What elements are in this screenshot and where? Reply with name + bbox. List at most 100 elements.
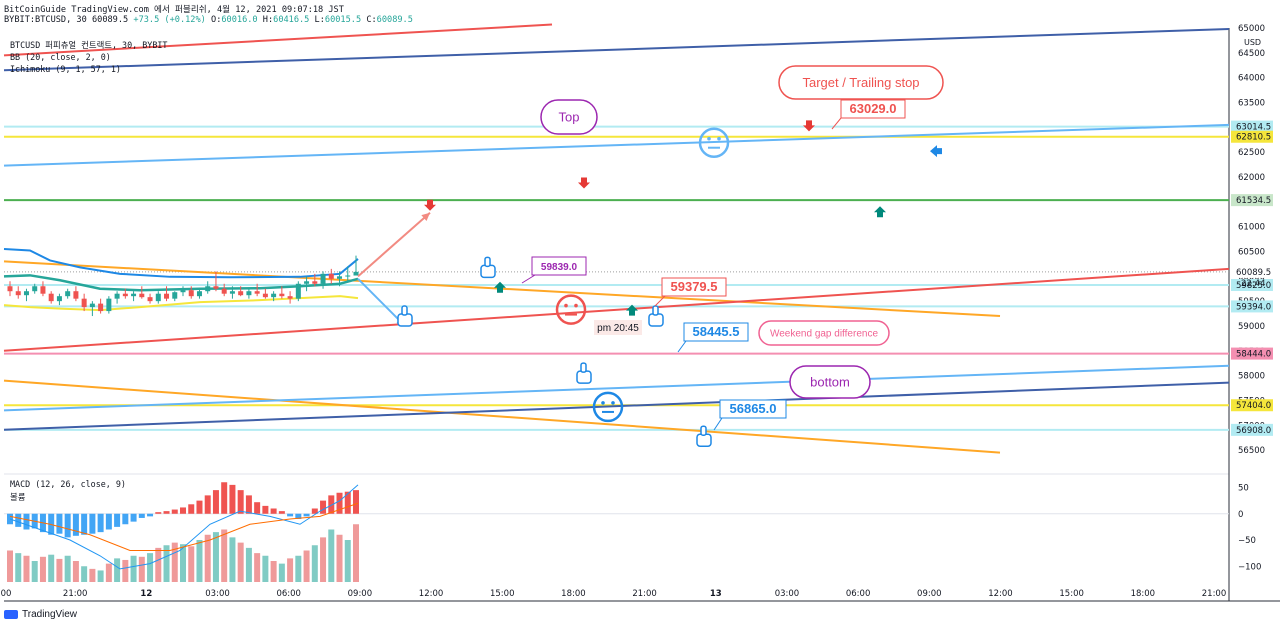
- macd-histogram-bar: [105, 513, 112, 530]
- candle-body: [196, 291, 202, 297]
- hand-pointer-icon-finger: [652, 305, 659, 316]
- trend-line-5: [3, 379, 1001, 454]
- candle-body: [114, 293, 120, 299]
- label-connector: [521, 274, 536, 284]
- ohlc-high: 60416.5: [273, 15, 310, 25]
- time-tick-label: 21:00: [632, 589, 657, 599]
- axis-price-box: [1231, 130, 1273, 143]
- bb-basis: [3, 274, 359, 292]
- candle-body: [73, 291, 79, 299]
- ohlc-price: 60089.5: [91, 15, 129, 25]
- macd-histogram-bar: [89, 513, 96, 534]
- volume-bar: [328, 529, 335, 582]
- candle-body: [353, 271, 359, 276]
- confused-face-icon-eye: [611, 401, 615, 405]
- candle-body: [337, 276, 343, 279]
- volume-bar: [31, 561, 38, 582]
- price-label-56865: [719, 399, 787, 419]
- currency-label: USD: [1244, 38, 1261, 47]
- time-tick-label: 00: [1, 589, 12, 599]
- candle-body: [81, 298, 87, 308]
- macd-histogram-bar: [171, 509, 178, 514]
- time-tick-label: 15:00: [490, 589, 515, 599]
- candle-body: [279, 293, 285, 297]
- macd-tick-label: −100: [1238, 562, 1261, 572]
- callout-weekend-gap: [758, 320, 890, 346]
- candle-body: [155, 293, 161, 302]
- candle-body: [221, 288, 227, 294]
- trend-line-2: [3, 123, 1230, 167]
- sell-arrow-icon: [424, 199, 436, 211]
- volume-bar: [48, 554, 55, 582]
- brand-label: TradingView: [22, 609, 78, 620]
- price-tick-label: 62500: [1238, 148, 1265, 158]
- time-tick-label: 06:00: [846, 589, 871, 599]
- candle-body: [246, 291, 252, 296]
- callout-weekend-gap-text: Weekend gap difference: [770, 329, 878, 340]
- volume-bar: [39, 556, 46, 582]
- candle-body: [98, 303, 104, 312]
- callout-bottom: [789, 365, 871, 399]
- volume-bar: [147, 553, 154, 582]
- countdown-label: 22:44: [1241, 279, 1266, 289]
- candle-body: [229, 291, 235, 294]
- candle-body: [271, 293, 277, 298]
- price-label-59379: [661, 277, 727, 297]
- candle-body: [23, 291, 29, 296]
- smile-face-icon: [698, 127, 730, 158]
- bb-lower: [3, 295, 359, 312]
- smile-face-icon-eye: [717, 136, 721, 141]
- price-tick-label: 59000: [1238, 322, 1265, 332]
- volume-bar: [270, 561, 277, 582]
- ohlc-close: 60089.5: [376, 15, 413, 25]
- macd-histogram-bar: [336, 492, 343, 514]
- price-tick-label: 64000: [1238, 74, 1265, 84]
- axis-price-label: 56908.0: [1236, 426, 1271, 436]
- legend-macd-volume[interactable]: 볼륨: [10, 492, 26, 502]
- legend-macd[interactable]: MACD (12, 26, close, 9): [10, 479, 126, 489]
- volume-bar: [212, 532, 219, 582]
- candle-body: [56, 296, 62, 302]
- confused-face-icon-eye: [601, 401, 605, 405]
- legend-ichimoku[interactable]: Ichimoku (9, 1, 57, 1): [10, 64, 121, 74]
- price-tick-label: 63500: [1238, 98, 1265, 108]
- time-tick-label: 06:00: [276, 589, 301, 599]
- macd-tick-label: 50: [1238, 484, 1249, 494]
- candle-body: [304, 281, 310, 284]
- trend-line-1: [3, 27, 1230, 72]
- volume-bar: [23, 555, 30, 582]
- price-tick-label: 65000: [1238, 24, 1265, 34]
- volume-bar: [204, 534, 211, 582]
- candle-body: [40, 286, 46, 294]
- volume-bar: [287, 558, 294, 582]
- price-label-58445: [683, 322, 749, 342]
- legend-bb[interactable]: BB (20, close, 2, 0): [10, 52, 111, 62]
- axis-price-label: 63014.5: [1236, 123, 1271, 133]
- label-connector: [677, 340, 687, 353]
- trend-line-7: [3, 381, 1230, 431]
- legend-symbol[interactable]: BTCUSD 퍼피츄얼 컨트랙트, 30, BYBIT: [10, 40, 168, 50]
- forecast-down-arrow: [357, 278, 406, 327]
- volume-bar: [15, 553, 22, 582]
- hand-pointer-icon: [648, 313, 664, 327]
- macd-histogram-bar: [212, 490, 219, 514]
- confused-face-icon: [592, 391, 624, 423]
- axis-price-label: 60089.5: [1236, 268, 1271, 278]
- volume-bar: [196, 540, 203, 582]
- volume-bar: [188, 546, 195, 582]
- macd-histogram-bar: [138, 513, 145, 518]
- price-label-59839-text: 59839.0: [541, 262, 578, 273]
- left-arrow-icon: [930, 145, 942, 158]
- macd-histogram-bar: [278, 511, 285, 514]
- footer-brand[interactable]: TradingView: [4, 609, 77, 620]
- volume-bar: [122, 559, 129, 582]
- tradingview-logo-icon: [4, 610, 18, 619]
- macd-histogram-bar: [287, 513, 294, 517]
- volume-bar: [262, 555, 269, 582]
- macd-histogram-bar: [270, 508, 277, 514]
- macd-histogram-bar: [311, 508, 318, 514]
- axis-price-box: [1231, 194, 1273, 207]
- volume-bar: [138, 556, 145, 582]
- volume-bar: [97, 570, 104, 582]
